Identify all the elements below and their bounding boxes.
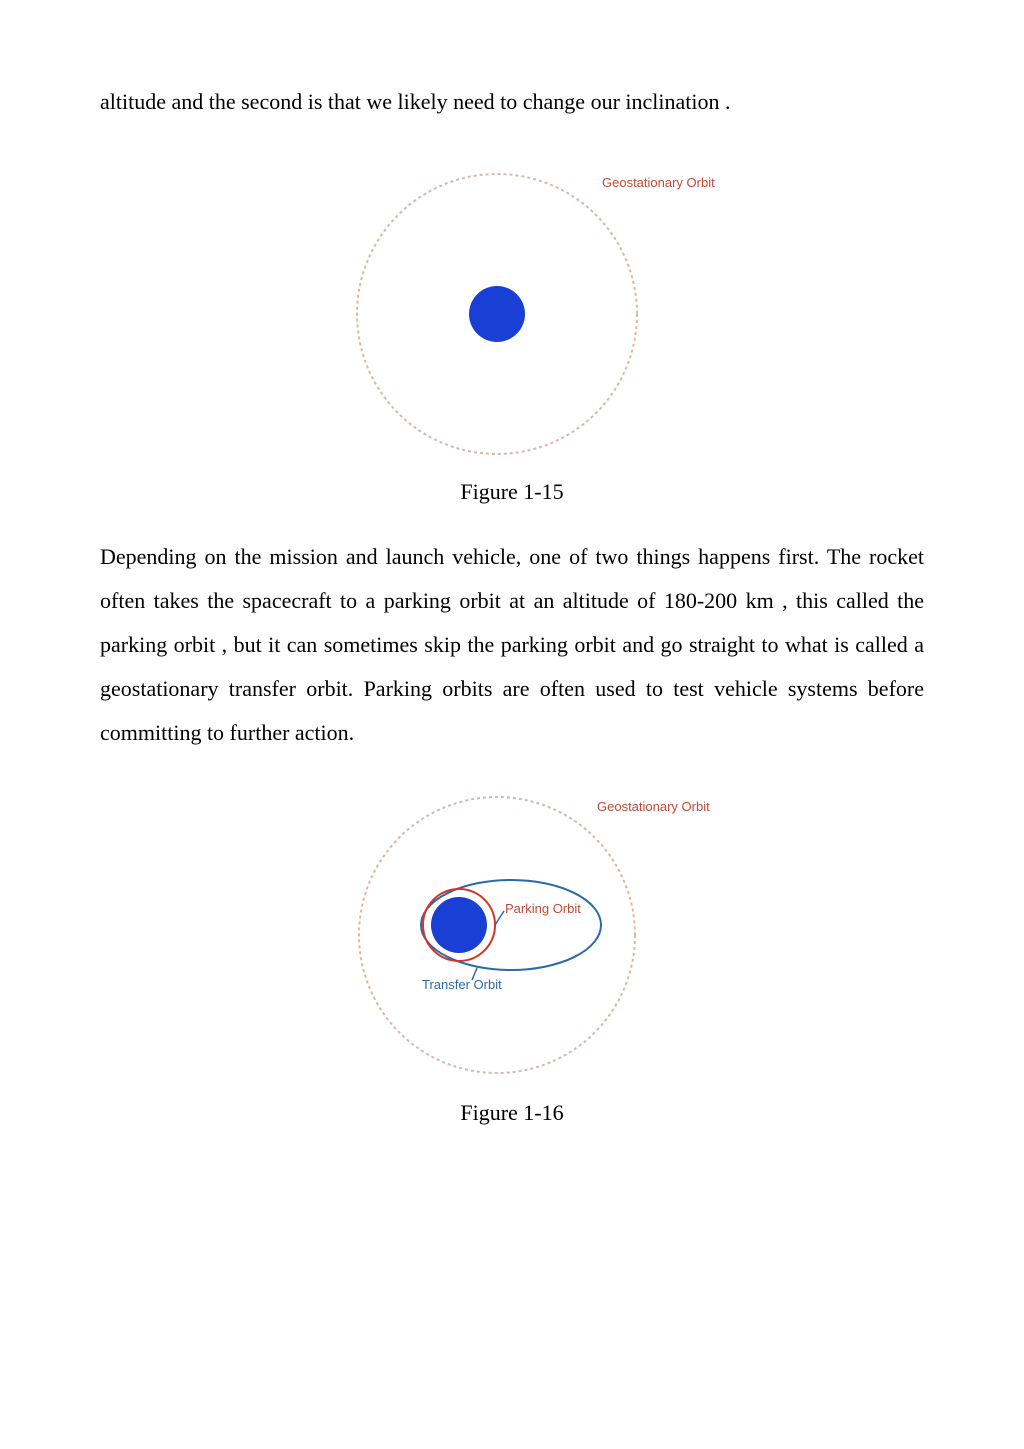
svg-text:Geostationary Orbit: Geostationary Orbit: [602, 175, 715, 190]
svg-text:Geostationary Orbit: Geostationary Orbit: [597, 799, 710, 814]
figure-1-15-caption: Figure 1-15: [100, 479, 924, 505]
svg-text:Transfer Orbit: Transfer Orbit: [422, 977, 502, 992]
figure-1-15-diagram: Geostationary Orbit: [307, 154, 717, 464]
figure-1-16-caption: Figure 1-16: [100, 1100, 924, 1126]
figure-1-container: Geostationary Orbit: [100, 154, 924, 464]
figure-1-16-diagram: Geostationary Orbit Parking Orbit Transfer…: [307, 785, 717, 1085]
paragraph-1: altitude and the second is that we likel…: [100, 80, 924, 124]
paragraph-2: Depending on the mission and launch vehi…: [100, 535, 924, 755]
figure-2-container: Geostationary Orbit Parking Orbit Transfer…: [100, 785, 924, 1085]
svg-text:Parking Orbit: Parking Orbit: [505, 901, 581, 916]
